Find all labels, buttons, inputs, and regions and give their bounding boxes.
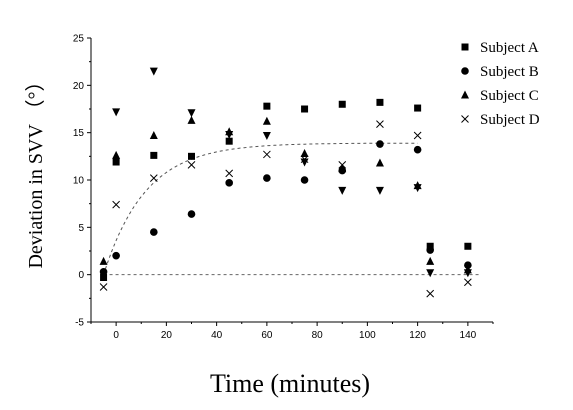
legend-marker-subject-a — [461, 43, 469, 51]
y-tick-label: 25 — [73, 34, 85, 45]
y-axis-title: Deviation in SVV （°） — [24, 71, 47, 268]
x-tick-label: 40 — [211, 330, 223, 341]
subject-c-point — [262, 116, 271, 125]
subject-b-point — [187, 210, 196, 218]
x-tick-label: 60 — [261, 330, 273, 341]
subject-c-point — [426, 256, 435, 265]
legend-marker-subject-b — [461, 67, 469, 75]
fit-curve-path — [103, 142, 418, 275]
subject-d-point — [99, 283, 108, 291]
subject-d-point — [426, 289, 435, 298]
x-tick-label: 100 — [359, 330, 376, 341]
legend: Subject A Subject B Subject C Subject D — [461, 40, 540, 128]
subject-a-point — [188, 152, 195, 160]
y-tick-label: 20 — [73, 81, 85, 92]
fit-curve — [103, 142, 418, 275]
y-tick-label: 0 — [78, 270, 84, 281]
subject-b-point — [150, 228, 158, 236]
subject-a-point — [376, 98, 384, 106]
subject-b-point — [225, 179, 233, 187]
subject-c2-point — [262, 132, 271, 141]
subject-b-point — [376, 140, 384, 148]
subject-b-point — [413, 145, 422, 154]
subject-c-point — [338, 164, 347, 173]
subject-d-point — [112, 200, 120, 209]
x-tick-label: 0 — [113, 330, 119, 341]
subject-a-point — [150, 151, 158, 159]
subject-c2-point — [187, 109, 196, 118]
subject-b-point — [112, 251, 120, 260]
x-tick-label: 120 — [409, 330, 426, 341]
y-tick-label: 10 — [73, 176, 85, 187]
legend-marker-subject-c — [461, 90, 469, 99]
subject-a-point — [263, 102, 271, 110]
subject-c-point — [300, 148, 309, 157]
y-tick-label: 5 — [78, 223, 84, 234]
subject-c2-point — [300, 158, 309, 167]
subject-d-point — [464, 278, 472, 287]
subject-d-point — [376, 120, 384, 129]
subject-d-point — [187, 160, 196, 169]
legend-label-subject-d: Subject D — [480, 112, 540, 128]
subject-d-point — [338, 160, 347, 169]
subject-a-point — [100, 274, 108, 282]
subject-d-point — [149, 174, 158, 182]
subject-a-point — [301, 105, 309, 113]
subject-c-point — [187, 115, 196, 124]
y-tick-label: -5 — [75, 318, 84, 329]
subject-c-point — [149, 131, 158, 140]
x-tick-label: 140 — [460, 330, 477, 341]
legend-label-subject-a: Subject A — [480, 40, 539, 56]
x-tick-label: 80 — [312, 330, 324, 341]
subject-a-point — [112, 158, 120, 166]
subject-c-point — [375, 158, 384, 167]
subject-c2-point — [426, 269, 435, 278]
subject-c2-point — [338, 186, 347, 195]
legend-label-subject-b: Subject B — [480, 64, 539, 80]
subject-b-point — [464, 261, 472, 270]
subject-b-point — [263, 174, 271, 182]
x-tick-label: 20 — [161, 330, 173, 341]
subject-c-point — [112, 150, 121, 159]
subject-a-point — [338, 100, 346, 108]
data-points — [99, 67, 472, 298]
subject-c2-point — [225, 131, 234, 140]
subject-a-point — [414, 104, 422, 112]
subject-c-point — [99, 256, 108, 265]
subject-b-point — [99, 268, 108, 276]
legend-marker-subject-d — [461, 115, 469, 123]
y-axis-ticks: -5 0 5 10 15 20 25 — [73, 34, 91, 329]
y-tick-label: 15 — [73, 128, 85, 139]
subject-d-point — [413, 131, 422, 140]
subject-d-point — [263, 150, 271, 159]
x-axis-ticks: 0 20 40 60 80 100 120 140 — [90, 322, 494, 341]
subject-c2-point — [149, 67, 158, 76]
x-axis-title: Time (minutes) — [210, 369, 370, 398]
subject-c2-point — [112, 108, 121, 117]
subject-c2-point — [413, 184, 422, 193]
subject-b-point — [300, 176, 309, 184]
legend-label-subject-c: Subject C — [480, 88, 539, 104]
subject-a-point — [225, 137, 233, 145]
subject-d-point — [225, 169, 234, 178]
subject-c2-point — [375, 186, 384, 195]
subject-b-point — [426, 246, 434, 254]
subject-a-point — [464, 242, 472, 250]
subject-c2-point — [463, 269, 472, 278]
